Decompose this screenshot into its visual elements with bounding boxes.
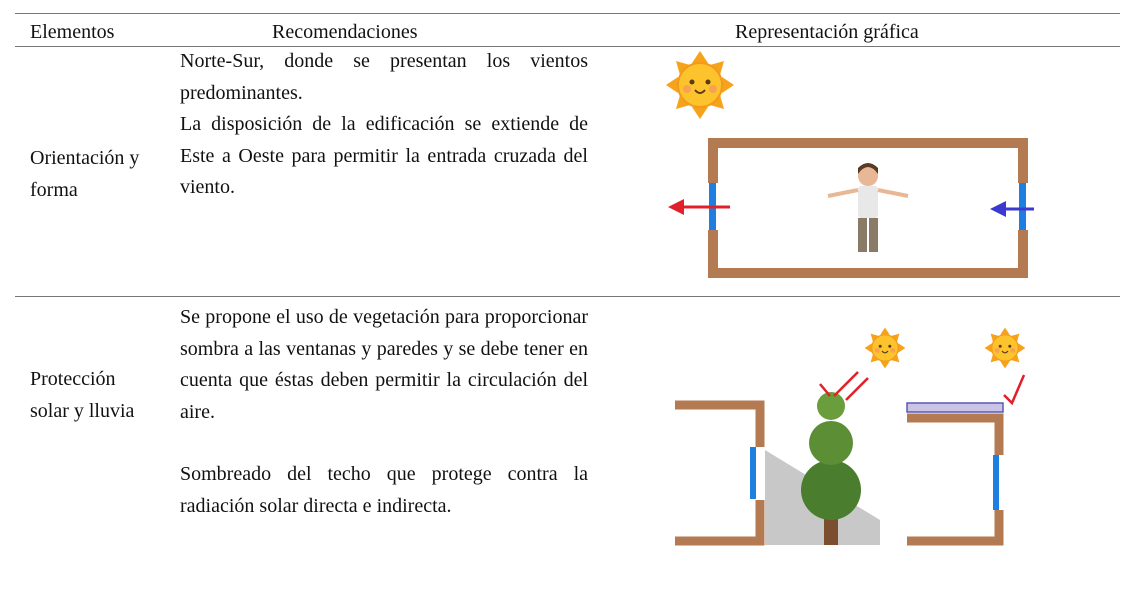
roof-shade [906, 402, 1004, 413]
tree [801, 392, 861, 545]
column-header: Representación gráfica [735, 21, 919, 43]
paragraph: La disposición de la edificación se exti… [180, 113, 588, 198]
paragraph: Norte-Sur, donde se presentan los viento… [180, 50, 588, 104]
paragraph: Se propone el uso de vegetación para pro… [180, 306, 588, 423]
paragraph: Sombreado del techo que protege contra l… [180, 463, 588, 517]
rule [15, 46, 1120, 47]
column-header: Elementos [30, 21, 115, 43]
element: Protección solar y lluvia [30, 368, 135, 422]
sun [863, 327, 907, 369]
window [993, 455, 999, 510]
recommendations: Se propone el uso de vegetación para pro… [180, 302, 588, 522]
element: Orientación y forma [30, 147, 140, 201]
rule [15, 296, 1120, 297]
sun [665, 50, 735, 120]
person [827, 163, 909, 252]
room [708, 138, 1028, 278]
rule [15, 13, 1120, 14]
column-header: Recomendaciones [272, 21, 418, 43]
wind-in [990, 201, 1034, 217]
sun [983, 327, 1027, 369]
wind-out [668, 199, 730, 215]
recommendations: Norte-Sur, donde se presentan los viento… [180, 46, 588, 204]
sun-rays [819, 371, 1026, 406]
window [750, 447, 756, 499]
window [1019, 183, 1026, 230]
wall [675, 400, 1004, 546]
